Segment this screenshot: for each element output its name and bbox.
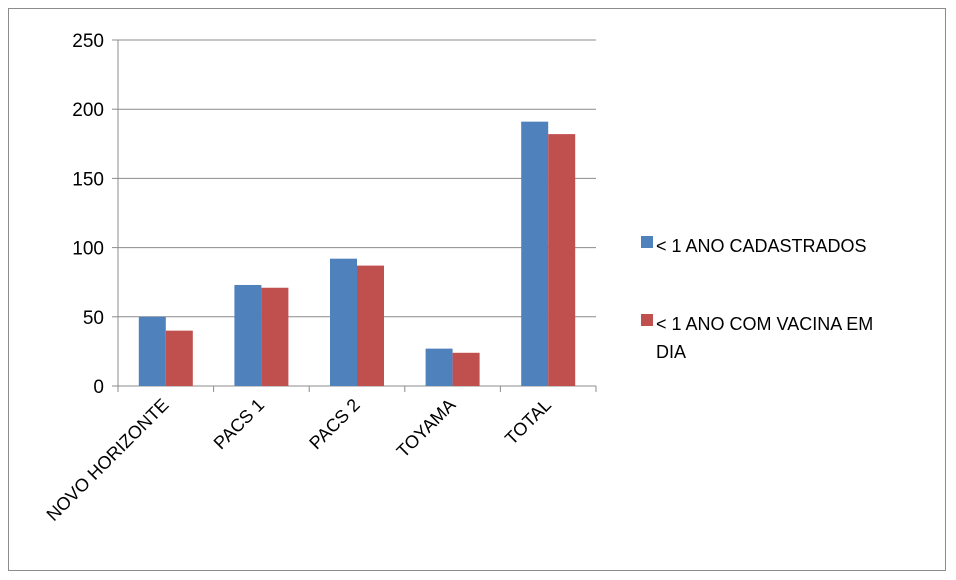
x-tick-labels: NOVO HORIZONTE PACS 1 PACS 2 TOYAMA TOTAL (43, 395, 556, 525)
bar-cadastrados (234, 284, 262, 386)
y-tick-label: 0 (93, 377, 104, 398)
bars (138, 121, 576, 386)
y-tick-label: 50 (83, 308, 104, 329)
x-tick-label: PACS 1 (210, 395, 268, 453)
legend-label: < 1 ANO CADASTRADOS (656, 236, 867, 256)
y-tick-labels: 0 50 100 150 200 250 (72, 31, 104, 398)
gridlines (118, 39, 596, 318)
y-tick-label: 150 (72, 169, 104, 190)
x-tick-label: PACS 2 (305, 395, 363, 453)
legend-swatch (641, 236, 653, 248)
x-tick-label: NOVO HORIZONTE (43, 395, 173, 525)
bar-vacina-em-dia (261, 287, 289, 386)
y-tick-label: 250 (72, 31, 104, 52)
x-tick-label: TOTAL (501, 395, 555, 449)
chart-frame (8, 8, 946, 571)
legend-swatch (641, 314, 653, 326)
bar-cadastrados (330, 258, 357, 386)
bar-vacina-em-dia (357, 265, 384, 386)
bar-vacina-em-dia (165, 330, 193, 386)
bar-cadastrados (425, 348, 453, 386)
legend-label: < 1 ANO COM VACINA EM DIA (656, 314, 873, 362)
y-tick-label: 200 (72, 100, 104, 121)
bar-cadastrados (138, 316, 166, 386)
bar-vacina-em-dia (548, 134, 576, 386)
bar-cadastrados (521, 121, 549, 386)
legend: < 1 ANO CADASTRADOS < 1 ANO COM VACINA EM… (641, 236, 873, 362)
bar-vacina-em-dia (452, 352, 480, 386)
x-tick-label: TOYAMA (393, 395, 460, 462)
y-tick-label: 100 (72, 239, 104, 260)
